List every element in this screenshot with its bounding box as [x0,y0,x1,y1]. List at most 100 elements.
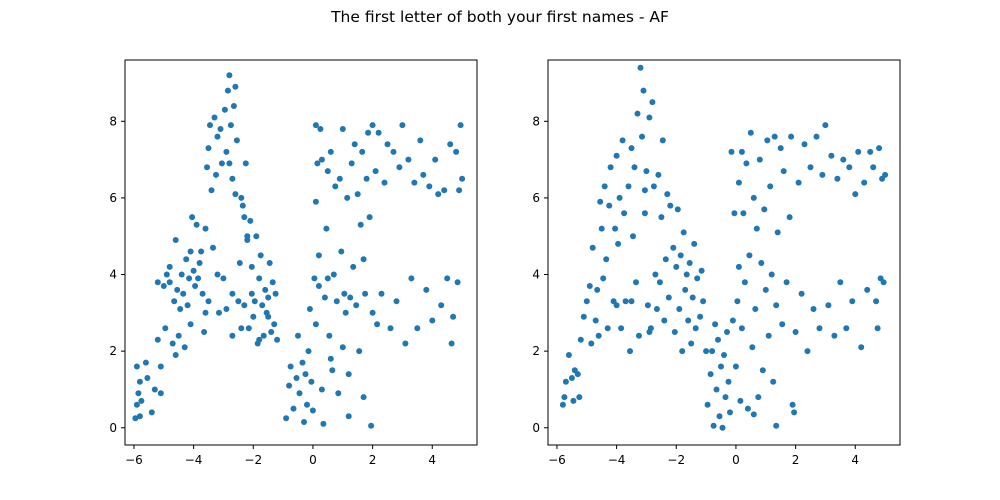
scatter-point [646,329,653,335]
scatter-point [157,390,164,397]
scatter-point [408,275,415,282]
scatter-point [592,317,599,324]
scatter-point [447,141,454,148]
scatter-point [834,175,841,182]
scatter-point [265,294,272,301]
y-tick-label: 0 [532,421,540,435]
scatter-point [613,152,620,159]
y-tick-label: 8 [532,114,540,128]
scatter-point [344,194,351,201]
scatter-point [665,294,672,301]
scatter-point [837,279,844,286]
scatter-point [738,325,745,332]
scatter-point [241,214,248,221]
scatter-point [414,325,421,332]
scatter-point [758,260,765,266]
x-tick-label: 2 [792,453,800,467]
scatter-point [595,332,602,339]
scatter-point [402,340,409,347]
scatter-point [810,306,817,312]
scatter-point [674,206,681,213]
scatter-point [290,405,297,412]
scatter-point [724,329,730,335]
scatter-point [229,175,236,182]
scatter-point [172,352,179,358]
scatter-point [732,363,739,370]
scatter-point [612,225,619,232]
scatter-point [743,160,750,167]
scatter-point [788,133,795,140]
scatter-point [634,110,641,117]
scatter-point [589,244,596,251]
scatter-point [372,168,379,175]
scatter-point [444,275,451,282]
scatter-point [351,141,358,148]
scatter-point [622,298,629,305]
scatter-point [846,164,853,171]
scatter-point [604,325,611,332]
scatter-point [649,99,656,106]
scatter-point [677,252,684,259]
scatter-point [327,148,334,155]
scatter-point [342,309,349,316]
scatter-point [882,171,889,178]
scatter-point [312,122,319,129]
scatter-point [716,413,723,420]
scatter-point [187,321,194,328]
scatter-point [357,221,364,228]
scatter-point [773,302,780,309]
scatter-point [378,290,385,297]
scatter-point [740,210,747,217]
figure-title: The first letter of both your first name… [331,8,669,26]
scatter-point [700,298,707,305]
scatter-point [426,183,433,190]
scatter-point [360,394,367,401]
scatter-point [347,294,354,301]
scatter-point [600,275,607,282]
scatter-point [659,137,666,144]
scatter-point [613,302,620,309]
scatter-point [759,367,766,374]
scatter-point [293,375,300,381]
scatter-point [698,267,705,274]
scatter-point [236,260,243,266]
x-tick-label: 2 [369,453,377,467]
scatter-point [441,187,448,194]
x-tick-label: −2 [244,453,262,467]
scatter-point [747,129,754,136]
scatter-point [822,122,829,129]
scatter-point [190,267,197,274]
scatter-point [750,194,757,201]
scatter-point [226,160,233,167]
scatter-point [257,252,264,259]
scatter-point [709,348,716,355]
scatter-point [738,148,745,155]
x-tick-label: 0 [732,453,740,467]
scatter-point [207,122,213,129]
scatter-point [707,371,714,378]
scatter-point [235,298,242,305]
scatter-point [216,309,222,316]
scatter-point [227,122,234,129]
x-tick-label: 4 [428,453,436,467]
scatter-point [330,271,337,278]
scatter-point [774,229,781,236]
scatter-point [639,133,645,140]
scatter-point [679,348,686,355]
scatter-point [420,171,427,178]
scatter-point [791,409,798,416]
x-tick-label: 0 [309,453,317,467]
scatter-point [676,306,683,312]
x-tick-label: −4 [608,453,626,467]
scatter-point [432,156,439,163]
scatter-point [369,309,376,316]
scatter-point [341,290,348,297]
scatter-point [396,164,403,171]
scatter-point [655,171,662,178]
scatter-point [151,386,158,393]
scatter-point [752,306,759,312]
scatter-point [205,298,212,305]
scatter-point [260,332,267,339]
scatter-point [239,202,246,209]
